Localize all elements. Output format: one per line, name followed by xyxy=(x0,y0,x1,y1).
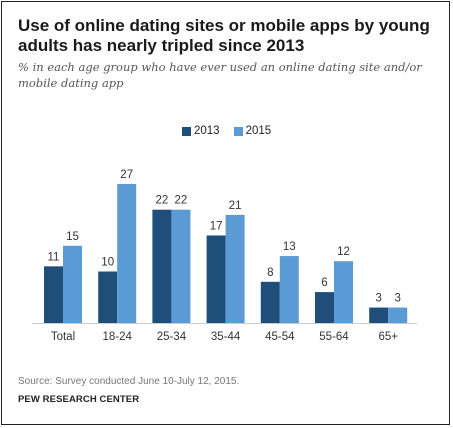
x-tick-label-18-24: 18-24 xyxy=(102,331,132,343)
bar-2015-35-44 xyxy=(225,214,245,323)
data-label-2013-45-54: 8 xyxy=(267,267,273,279)
data-label-2013-18-24: 10 xyxy=(101,257,114,269)
bar-chart: 11 15 Total 10 27 18-24 22 22 25-34 17 21 35-44 8 13 4… xyxy=(32,169,417,343)
chart-legend: 2013 2015 xyxy=(182,125,285,137)
legend-label-2015: 2015 xyxy=(245,125,272,137)
data-label-2015-35-44: 21 xyxy=(229,200,242,212)
data-label-2015-25-34: 22 xyxy=(175,195,188,207)
bar-2013-Total xyxy=(44,266,63,323)
bar-2015-55-64 xyxy=(334,261,353,323)
legend-item-2013: 2013 xyxy=(182,125,220,137)
legend-item-2015: 2015 xyxy=(233,125,272,137)
source-note: Source: Survey conducted June 10-July 12… xyxy=(18,376,240,387)
legend-swatch-2013 xyxy=(182,126,191,136)
data-label-2013-65+: 3 xyxy=(375,293,381,305)
x-tick-label-25-34: 25-34 xyxy=(157,331,187,343)
data-label-2013-55-64: 6 xyxy=(321,277,327,289)
bar-2015-25-34 xyxy=(171,209,191,323)
bar-2013-25-34 xyxy=(152,209,172,323)
data-label-2015-65+: 3 xyxy=(394,293,400,305)
legend-swatch-2015 xyxy=(233,126,243,136)
x-tick-label-35-44: 35-44 xyxy=(211,331,241,343)
bar-2015-18-24 xyxy=(117,183,137,323)
data-label-2013-Total: 11 xyxy=(48,251,60,263)
bar-2013-65+ xyxy=(369,307,389,323)
x-tick-label-Total: Total xyxy=(51,331,75,343)
x-tick-label-55-64: 55-64 xyxy=(319,331,349,343)
bar-2015-Total xyxy=(63,245,82,323)
bar-2013-18-24 xyxy=(98,271,118,323)
legend-label-2013: 2013 xyxy=(194,125,220,137)
data-label-2015-55-64: 12 xyxy=(337,246,350,258)
bar-2015-65+ xyxy=(388,307,408,323)
bar-2013-45-54 xyxy=(260,281,280,323)
organization-name: PEW RESEARCH CENTER xyxy=(18,394,140,405)
x-tick-label-45-54: 45-54 xyxy=(265,331,295,343)
bar-2013-55-64 xyxy=(315,292,334,323)
data-label-2013-35-44: 17 xyxy=(210,220,223,232)
bar-2015-45-54 xyxy=(279,256,299,323)
data-label-2015-Total: 15 xyxy=(66,231,79,243)
bar-2013-35-44 xyxy=(206,235,226,323)
chart-title: Use of online dating sites or mobile app… xyxy=(18,16,430,55)
data-label-2015-18-24: 27 xyxy=(120,169,133,181)
x-tick-label-65+: 65+ xyxy=(378,331,398,343)
data-label-2015-45-54: 13 xyxy=(283,241,296,253)
data-label-2013-25-34: 22 xyxy=(156,195,169,207)
chart-subtitle: % in each age group who have ever used a… xyxy=(18,60,422,90)
